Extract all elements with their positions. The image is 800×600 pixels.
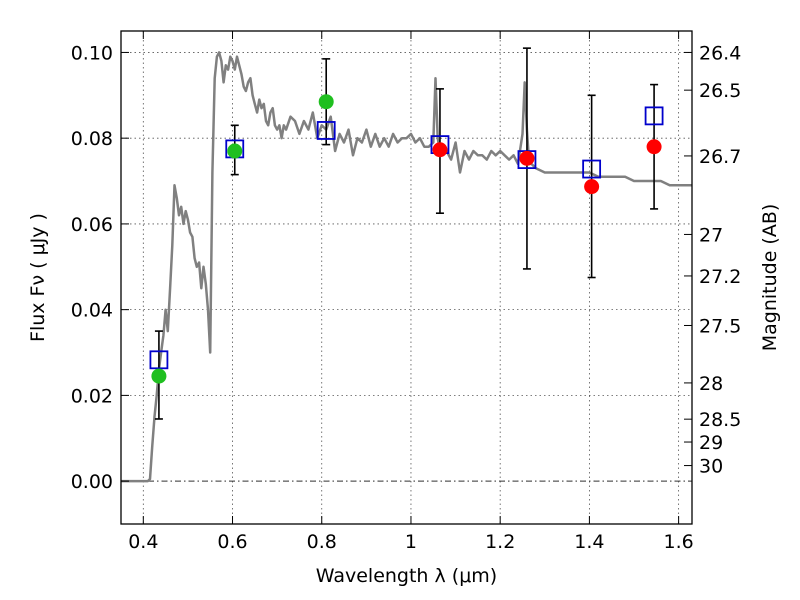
x-tick-label: 1: [405, 531, 417, 553]
x-tick-label: 1.2: [485, 531, 515, 553]
green-data-point: [318, 94, 334, 110]
magnitude-tick-label: 26.4: [699, 42, 741, 64]
x-tick-label: 0.4: [128, 531, 158, 553]
red-data-point: [646, 139, 662, 155]
magnitude-tick-label: 27: [699, 224, 723, 246]
magnitude-axis-label: Magnitude (AB): [759, 204, 781, 352]
y-tick-label: 0.04: [71, 300, 113, 322]
model-square-marker: [149, 350, 169, 370]
y-tick-label: 0.06: [71, 214, 113, 236]
magnitude-tick-label: 26.7: [699, 146, 741, 168]
y-tick-label: 0.10: [71, 42, 113, 64]
magnitude-tick-label: 26.5: [699, 80, 741, 102]
magnitude-tick-label: 29: [699, 432, 723, 454]
magnitude-tick-label: 28: [699, 373, 723, 395]
y-tick-label: 0.02: [71, 385, 113, 407]
red-data-point: [519, 150, 535, 166]
plot-frame: [120, 30, 693, 525]
green-data-point: [227, 143, 243, 159]
marker-layer: [149, 94, 664, 384]
x-axis-label: Wavelength λ (μm): [316, 565, 497, 587]
x-tick-label: 0.6: [217, 531, 247, 553]
magnitude-tick-label: 27.5: [699, 315, 741, 337]
y-axis-label: Flux Fν ( μJy ): [27, 213, 49, 342]
red-data-point: [584, 179, 600, 195]
green-data-point: [151, 368, 167, 384]
model-square-marker: [644, 106, 664, 126]
x-axis-ticks: 0.4 0.6 0.8 1 1.2 1.4 1.6: [128, 31, 694, 553]
x-tick-label: 0.8: [307, 531, 337, 553]
y-axis-ticks: 0.00 0.02 0.04 0.06 0.08 0.10: [71, 42, 129, 493]
model-square-marker: [316, 121, 336, 140]
model-square-marker: [582, 159, 602, 179]
y-tick-label: 0.08: [71, 128, 113, 150]
errorbar-layer: [154, 47, 659, 420]
red-data-point: [432, 142, 448, 158]
grid-lines: [121, 31, 692, 524]
y-tick-label: 0.00: [71, 471, 113, 493]
magnitude-tick-label: 27.2: [699, 266, 741, 288]
spectrum-layer: [121, 51, 692, 483]
spectrum-line: [121, 51, 692, 483]
x-tick-label: 1.6: [664, 531, 694, 553]
magnitude-tick-label: 30: [699, 456, 723, 478]
x-tick-label: 1.4: [574, 531, 604, 553]
magnitude-tick-label: 28.5: [699, 409, 741, 431]
